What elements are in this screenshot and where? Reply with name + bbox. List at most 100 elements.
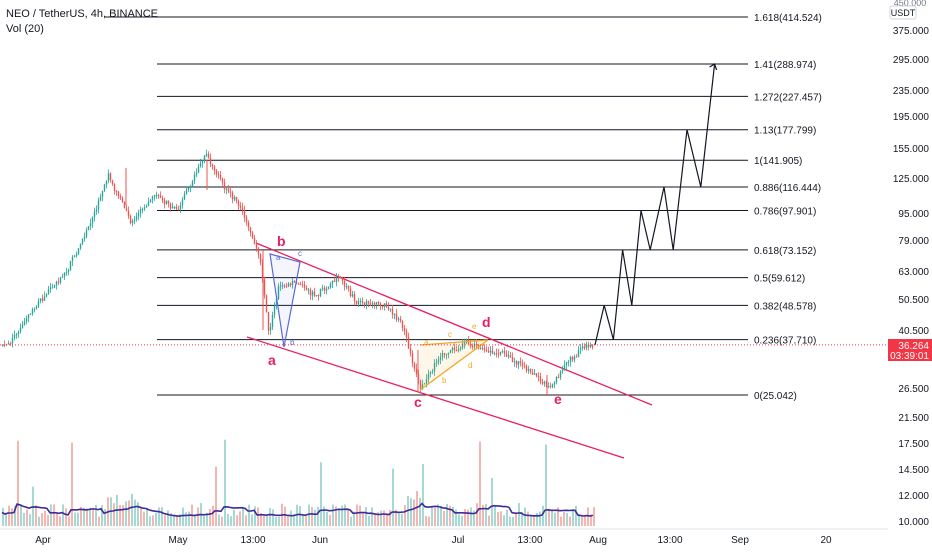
volume-bar <box>578 514 580 526</box>
candle-body <box>499 351 502 355</box>
time-axis-label: May <box>169 535 188 546</box>
orange-wave-label: c <box>448 330 452 339</box>
candle-body <box>215 170 218 175</box>
volume-bar <box>359 505 361 526</box>
volume-indicator-label[interactable]: Vol (20) <box>6 23 44 35</box>
volume-bar <box>443 511 445 526</box>
volume-bar <box>59 516 61 526</box>
volume-bar <box>440 505 442 526</box>
volume-bar <box>80 506 82 526</box>
candle-body <box>13 334 16 338</box>
volume-bar <box>119 504 121 526</box>
candle-body <box>419 380 422 390</box>
volume-bar <box>425 515 427 526</box>
candle-body <box>399 318 402 321</box>
volume-bar <box>17 440 19 526</box>
candle-body <box>51 287 54 289</box>
candle-body <box>449 350 452 353</box>
volume-bar <box>524 507 526 526</box>
candle-body <box>525 365 528 371</box>
candle-body <box>517 361 520 365</box>
candle-body <box>187 188 190 190</box>
candle-body <box>313 291 316 296</box>
candle-body <box>91 216 94 224</box>
volume-bar <box>257 507 259 526</box>
volume-bar <box>50 504 52 526</box>
candle-body <box>239 205 242 208</box>
candle-body <box>591 345 594 348</box>
candle-body <box>35 306 38 309</box>
price-tick-label: 295.000 <box>893 55 930 66</box>
candle-body <box>17 331 20 335</box>
candle-body <box>519 361 522 364</box>
volume-bar <box>506 509 508 526</box>
candle-body <box>515 361 518 365</box>
candle-body <box>393 313 396 315</box>
candle-body <box>455 349 458 351</box>
volume-bar <box>503 515 505 526</box>
volume-bar <box>182 507 184 526</box>
candle-body <box>161 198 164 201</box>
volume-bar <box>128 500 130 526</box>
volume-bar <box>479 441 481 526</box>
candle-body <box>383 303 386 307</box>
volume-bar <box>233 509 235 526</box>
candle-body <box>75 254 78 257</box>
candle-body <box>275 298 278 306</box>
time-axis-label: 13:00 <box>657 535 682 546</box>
candle-body <box>141 209 144 211</box>
candle-body <box>341 277 344 281</box>
volume-bar <box>542 505 544 526</box>
candle-body <box>117 191 120 197</box>
candle-body <box>469 343 472 346</box>
volume-bar <box>446 503 448 526</box>
candle-body <box>415 368 418 374</box>
volume-bar <box>521 512 523 526</box>
candle-body <box>105 180 108 185</box>
candle-body <box>521 363 524 366</box>
volume-bar <box>203 514 205 526</box>
last-price-tag <box>888 339 932 361</box>
volume-bar <box>314 509 316 526</box>
candle-body <box>527 368 530 371</box>
candle-body <box>277 286 280 299</box>
volume-bar <box>137 502 139 526</box>
candle-body <box>435 362 438 364</box>
candle-body <box>369 303 372 305</box>
volume-bar <box>461 515 463 526</box>
candle-body <box>507 355 510 357</box>
volume-bar <box>8 505 10 526</box>
candle-body <box>297 283 300 285</box>
candle-body <box>457 349 460 351</box>
candle-body <box>563 365 566 370</box>
volume-bar <box>188 511 190 526</box>
blue-wave-label: c <box>298 249 302 258</box>
candle-body <box>109 173 112 181</box>
time-axis-label: 13:00 <box>517 535 542 546</box>
price-tick-label: 195.000 <box>893 112 930 123</box>
volume-bar <box>518 503 520 526</box>
candle-body <box>409 348 412 354</box>
volume-bar <box>410 498 412 526</box>
volume-bar <box>311 507 313 526</box>
volume-bar <box>458 514 460 526</box>
volume-bar <box>245 515 247 526</box>
candle-body <box>315 295 318 297</box>
volume-bar <box>368 515 370 526</box>
candle-body <box>125 208 128 211</box>
candle-body <box>335 276 338 282</box>
price-tick-label: 50.500 <box>898 295 929 306</box>
candle-body <box>197 166 200 173</box>
candle-body <box>459 347 462 350</box>
candle-body <box>351 294 354 297</box>
volume-bar <box>536 512 538 526</box>
volume-bar <box>185 512 187 526</box>
candle-body <box>61 276 64 278</box>
volume-bar <box>437 504 439 526</box>
price-tick-label: 10.000 <box>898 517 929 528</box>
candle-body <box>311 291 314 296</box>
projection-arrowhead <box>709 63 718 71</box>
candle-body <box>71 256 74 262</box>
candle-body <box>541 381 544 384</box>
